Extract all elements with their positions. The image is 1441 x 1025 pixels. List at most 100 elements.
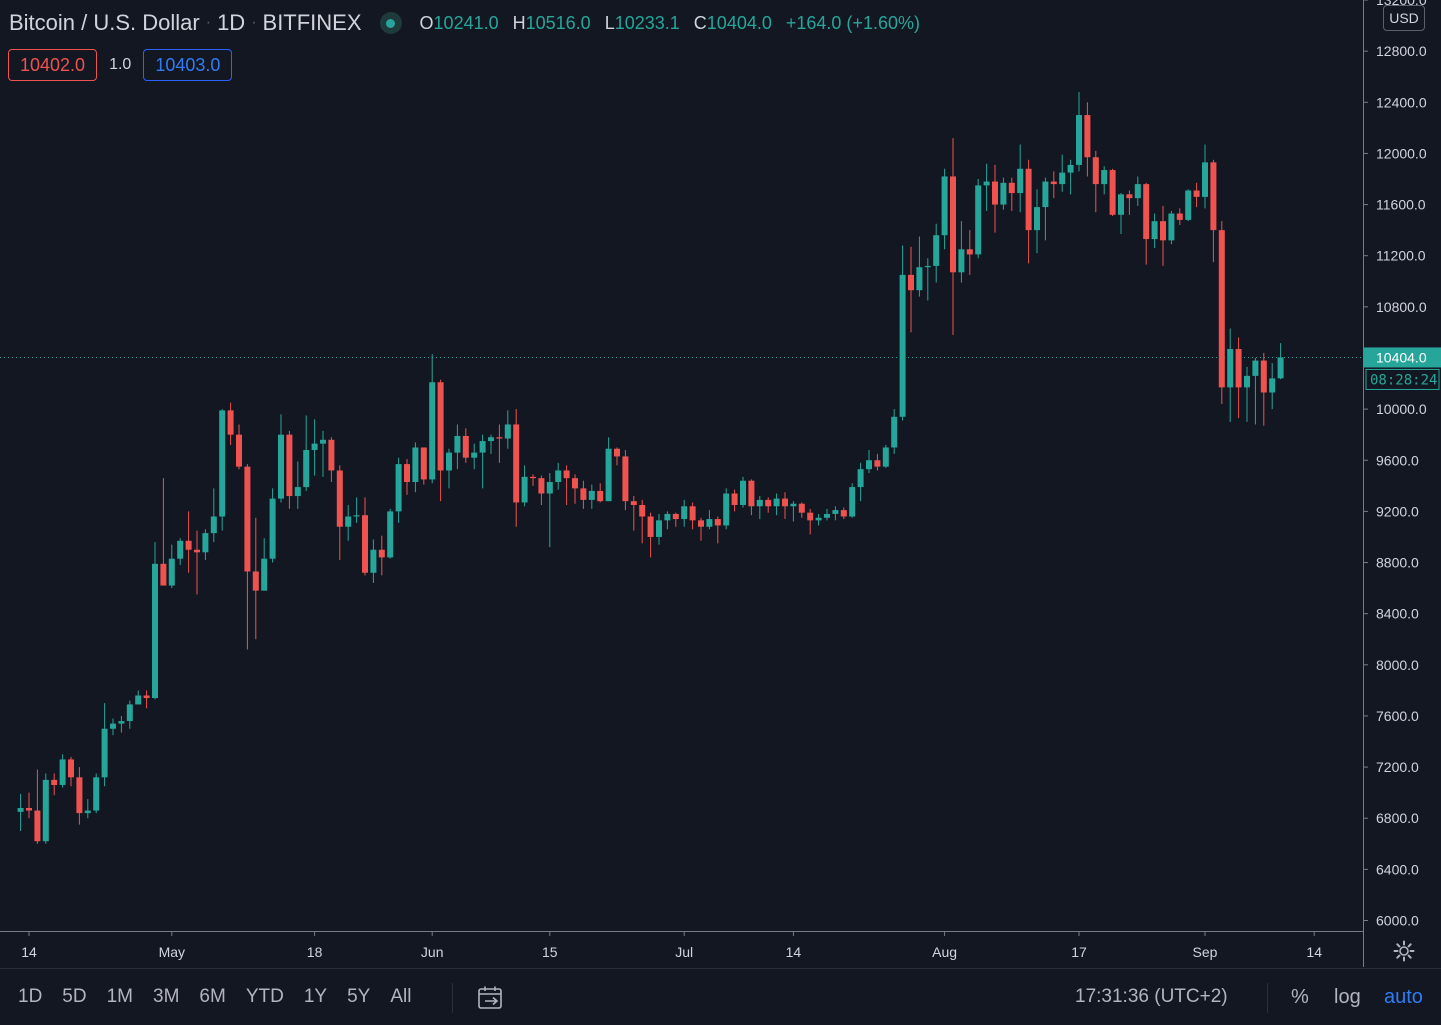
currency-label[interactable]: USD xyxy=(1383,5,1425,31)
candle xyxy=(622,450,629,511)
candle-body xyxy=(227,410,234,435)
candle xyxy=(605,437,612,502)
candle-body xyxy=(807,512,814,521)
candle xyxy=(748,479,755,516)
y-tick-label: 7600.0 xyxy=(1376,708,1419,724)
candle xyxy=(664,511,671,530)
range-button-all[interactable]: All xyxy=(390,986,412,1007)
candle xyxy=(807,508,814,535)
y-tick-label: 11600.0 xyxy=(1376,197,1426,213)
candle-body xyxy=(832,510,839,514)
y-tick-label: 6400.0 xyxy=(1376,861,1419,877)
candle-body xyxy=(1059,172,1066,185)
y-tick-label: 7200.0 xyxy=(1376,759,1419,775)
candle-body xyxy=(866,460,872,470)
x-tick-label: Sep xyxy=(1193,944,1218,960)
candle xyxy=(1084,102,1091,177)
candle-body xyxy=(798,503,805,513)
candle-body xyxy=(966,249,973,255)
candle-body xyxy=(177,540,184,559)
candle-body xyxy=(630,501,637,505)
candle-body xyxy=(51,779,58,785)
candle-body xyxy=(84,810,91,814)
candle xyxy=(983,163,990,211)
calendar-goto-icon[interactable] xyxy=(477,985,505,1011)
range-button-5d[interactable]: 5D xyxy=(62,986,87,1007)
candle xyxy=(706,510,713,530)
candle-body xyxy=(303,450,310,488)
candle-body xyxy=(983,181,990,186)
candle xyxy=(269,488,276,563)
candle-body xyxy=(992,181,998,205)
candle-body xyxy=(824,513,830,518)
candle-body xyxy=(429,382,436,480)
range-button-3m[interactable]: 3M xyxy=(153,986,180,1007)
range-button-1m[interactable]: 1M xyxy=(106,986,133,1007)
buy-button[interactable]: 10403.0 xyxy=(143,49,233,81)
candle xyxy=(933,223,940,283)
log-scale-toggle[interactable]: log xyxy=(1334,985,1361,1008)
candle-body xyxy=(210,516,217,534)
candle xyxy=(1109,168,1116,217)
range-button-1y[interactable]: 1Y xyxy=(303,986,328,1007)
candle xyxy=(975,178,982,259)
candle-body xyxy=(639,504,646,517)
candle xyxy=(572,474,578,504)
candle-body xyxy=(101,728,108,778)
candle-body xyxy=(1202,162,1208,197)
candle xyxy=(681,499,688,527)
symbol-title[interactable]: Bitcoin / U.S. Dollar xyxy=(9,10,200,35)
candle-body xyxy=(236,434,242,467)
range-button-5y[interactable]: 5Y xyxy=(347,986,371,1007)
percent-scale-toggle[interactable]: % xyxy=(1291,985,1309,1008)
candle xyxy=(899,245,906,421)
candle-body xyxy=(815,517,822,521)
candle xyxy=(555,462,562,490)
interval-label[interactable]: 1D xyxy=(217,10,246,35)
candle xyxy=(353,497,360,523)
range-button-6m[interactable]: 6M xyxy=(199,986,226,1007)
candle xyxy=(1252,357,1259,425)
x-tick-label: 14 xyxy=(1306,944,1322,960)
candle xyxy=(723,488,730,530)
market-status-icon[interactable] xyxy=(379,12,402,34)
candle-body xyxy=(1008,182,1015,194)
range-button-ytd[interactable]: YTD xyxy=(245,986,284,1007)
candle xyxy=(68,756,74,787)
candle xyxy=(1244,366,1250,422)
y-tick-label: 8400.0 xyxy=(1376,606,1419,622)
sell-button[interactable]: 10402.0 xyxy=(8,49,98,81)
candle-body xyxy=(1000,182,1007,205)
candle xyxy=(59,754,66,788)
y-tick-label: 9600.0 xyxy=(1376,452,1419,468)
settings-gear-icon[interactable] xyxy=(1393,940,1415,962)
candle xyxy=(656,513,662,545)
range-button-1d[interactable]: 1D xyxy=(18,986,43,1007)
candle xyxy=(597,483,604,503)
auto-scale-toggle[interactable]: auto xyxy=(1384,985,1423,1008)
candle-body xyxy=(118,721,125,724)
close-label: C xyxy=(693,12,707,33)
candle xyxy=(387,508,394,559)
candle-body xyxy=(723,493,730,526)
candle xyxy=(672,512,679,527)
candle xyxy=(849,483,856,518)
open-value: 10241.0 xyxy=(433,12,499,33)
candle-body xyxy=(1092,157,1099,185)
candle-body xyxy=(135,695,142,705)
candle xyxy=(303,415,310,491)
candle xyxy=(924,258,931,301)
x-tick-label: 14 xyxy=(21,944,37,960)
candle-body xyxy=(530,476,536,479)
candle-body xyxy=(1260,360,1267,393)
clock-timezone[interactable]: 17:31:36 (UTC+2) xyxy=(1075,986,1228,1007)
quantity-value[interactable]: 1.0 xyxy=(109,56,132,73)
y-tick-label: 8000.0 xyxy=(1376,657,1419,673)
candle xyxy=(1218,221,1225,404)
candle-body xyxy=(1176,213,1183,220)
candle xyxy=(1168,210,1175,245)
candle-body xyxy=(328,439,335,471)
candle-body xyxy=(126,704,133,722)
candle xyxy=(1059,154,1066,192)
